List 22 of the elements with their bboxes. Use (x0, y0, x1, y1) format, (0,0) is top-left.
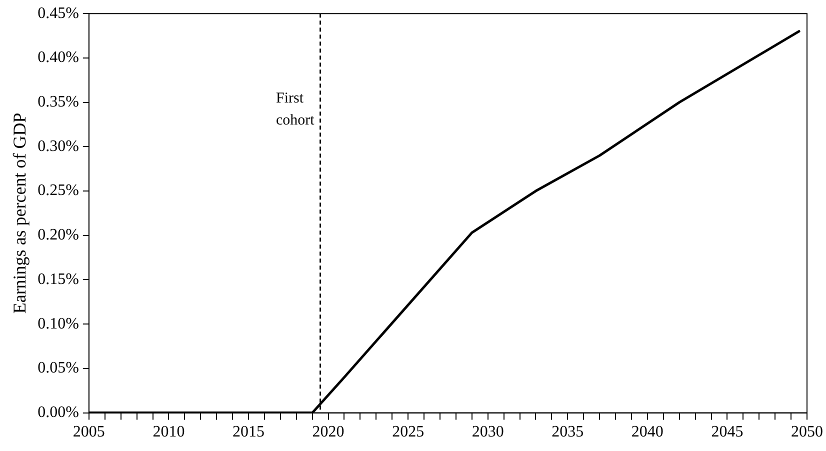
x-tick-label: 2010 (152, 424, 185, 441)
x-tick-label: 2040 (631, 424, 664, 441)
ref-line-label: First cohort (276, 90, 316, 129)
x-tick-label: 2020 (312, 424, 344, 441)
y-tick-label: 0.35% (38, 94, 79, 111)
x-tick-label: 2045 (711, 424, 744, 441)
y-axis-title: Earnings as percent of GDP (10, 112, 30, 314)
x-tick-label: 2050 (791, 424, 823, 441)
x-tick-label: 2005 (72, 424, 105, 441)
y-tick-label: 0.00% (38, 404, 79, 422)
y-tick-label: 0.20% (38, 226, 79, 244)
x-tick-label: 2035 (552, 424, 584, 441)
y-tick-label: 0.05% (38, 360, 79, 377)
y-tick-label: 0.25% (38, 182, 79, 200)
x-tick-label: 2030 (472, 424, 504, 441)
y-tick-label: 0.10% (38, 315, 79, 332)
y-tick-label: 0.40% (38, 49, 79, 66)
y-tick-label: 0.15% (38, 270, 79, 288)
x-tick-label: 2025 (392, 424, 424, 441)
x-tick-label: 2015 (232, 424, 264, 441)
y-tick-label: 0.30% (38, 138, 79, 155)
y-tick-label: 0.45% (38, 4, 79, 22)
